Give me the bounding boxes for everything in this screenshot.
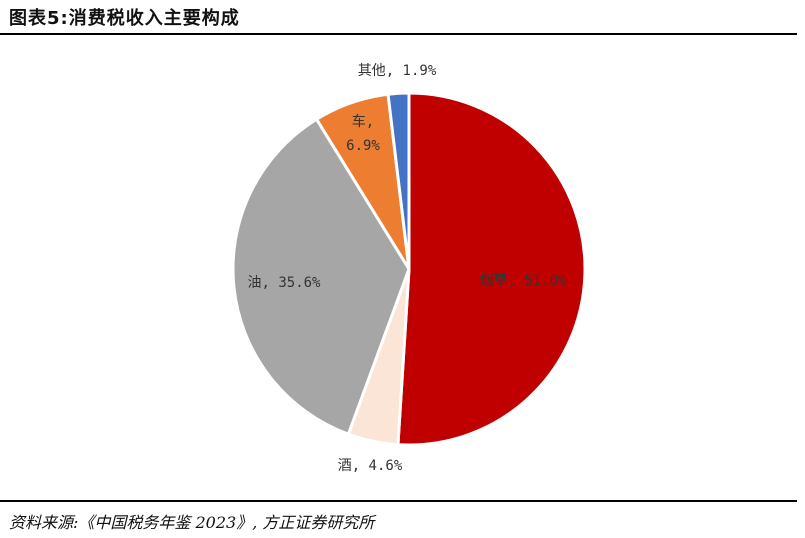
label-other: 其他, 1.9% — [358, 63, 437, 79]
slice-other — [386, 91, 411, 271]
source-rule — [0, 500, 797, 502]
figure-title: 图表5:消费税收入主要构成 — [9, 8, 240, 29]
label-car: 车, 6.9% — [346, 113, 380, 154]
source-note: 资料来源:《中国税务年鉴 2023》, 方正证券研究所 — [9, 513, 375, 532]
label-oil: 油, 35.6% — [247, 275, 321, 291]
slice-tobacco — [396, 91, 587, 447]
label-tobacco: 烟草, 51.0% — [479, 273, 567, 289]
pie-chart: 烟草, 51.0% 酒, 4.6% 油, 35.6% 车, 6.9% 其他, 1.9% — [231, 63, 587, 474]
title-rule — [0, 33, 797, 35]
label-liquor: 酒, 4.6% — [338, 458, 403, 474]
